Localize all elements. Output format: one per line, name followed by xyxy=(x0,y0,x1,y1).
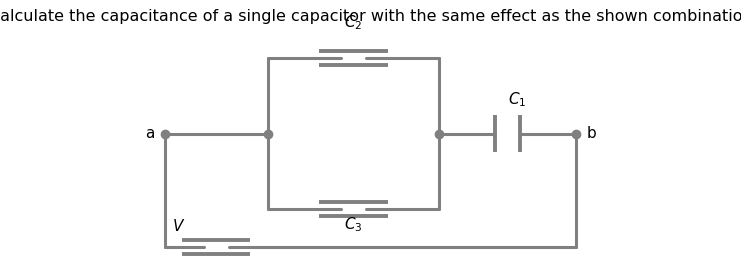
Text: Calculate the capacitance of a single capacitor with the same effect as the show: Calculate the capacitance of a single ca… xyxy=(0,9,741,24)
Text: $V$: $V$ xyxy=(172,218,185,234)
Text: $C_1$: $C_1$ xyxy=(508,90,526,109)
Text: $C_3$: $C_3$ xyxy=(344,215,362,234)
Text: a: a xyxy=(145,126,154,141)
Text: $C_2$: $C_2$ xyxy=(344,13,362,32)
Text: b: b xyxy=(587,126,597,141)
